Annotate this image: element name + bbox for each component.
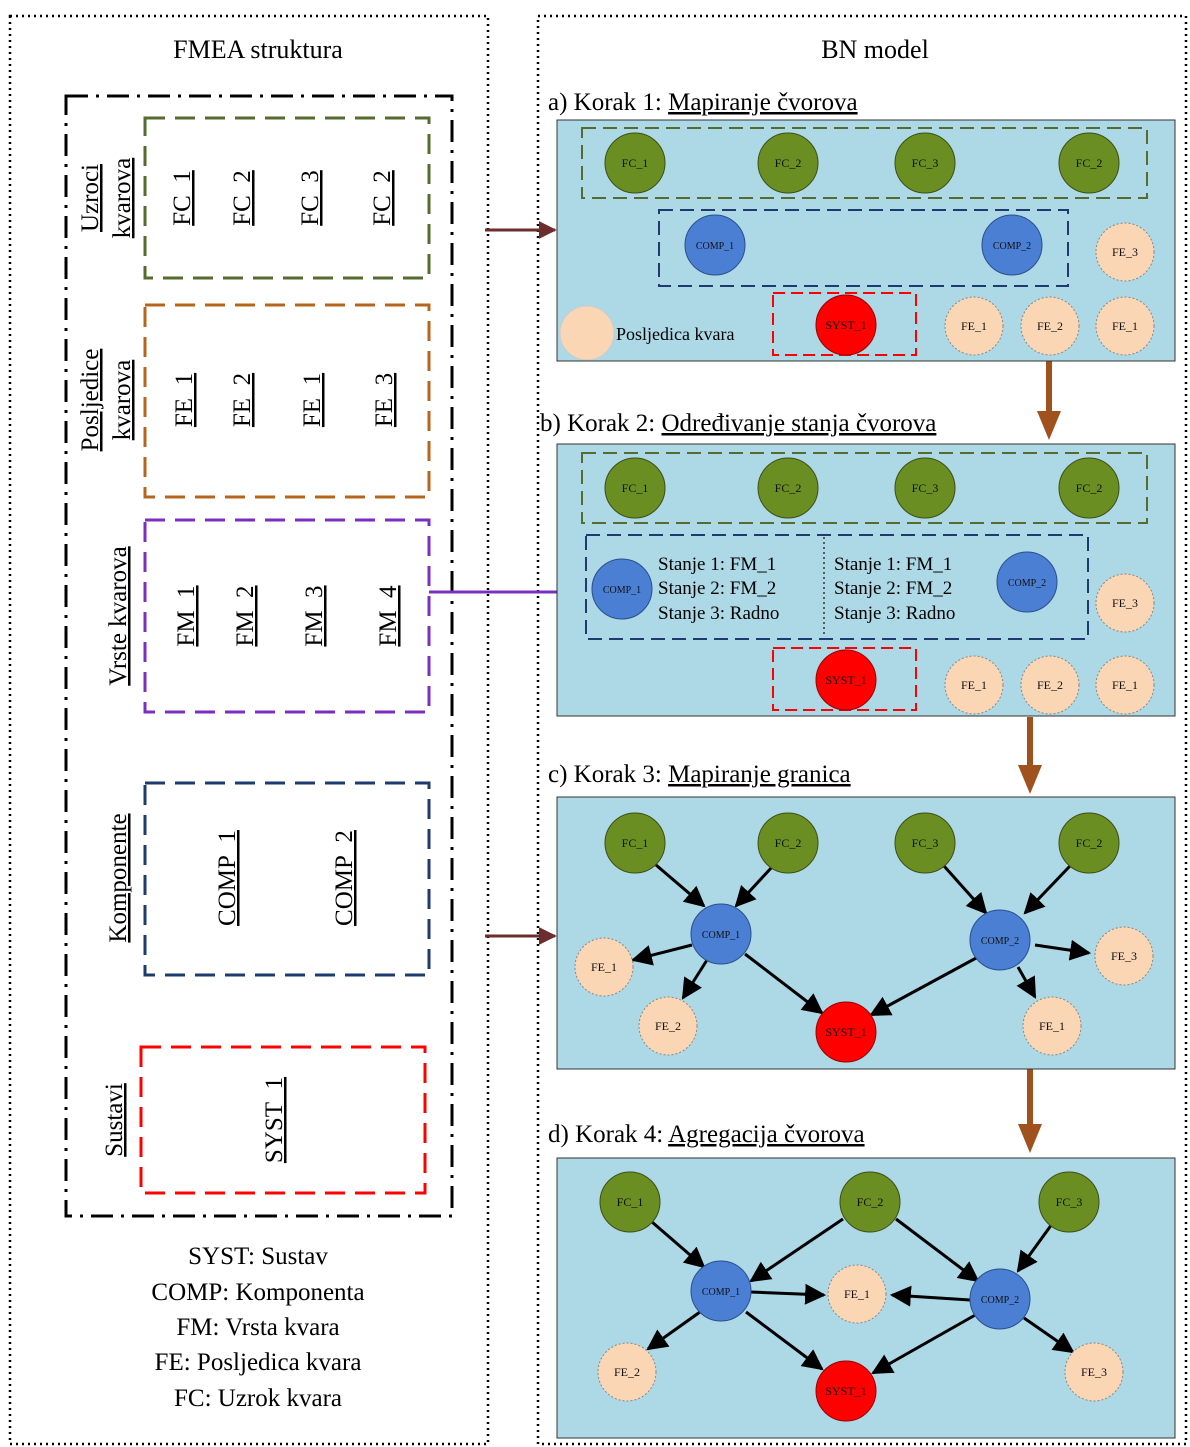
comp-1-state: Stanje 2: FM_2 bbox=[658, 578, 776, 599]
fe-3-label: FE_3 bbox=[1112, 596, 1138, 610]
effects-label-line2: kvarova bbox=[109, 360, 136, 441]
fc-3-label: FC_3 bbox=[912, 836, 939, 850]
fmea-component-item: COMP_2 bbox=[331, 830, 358, 926]
components-label: Komponente bbox=[105, 813, 132, 942]
effect-legend-label: Posljedica kvara bbox=[616, 324, 734, 344]
step-a-title: a) Korak 1: Mapiranje čvorova bbox=[548, 89, 858, 116]
fmea-cause-item: FC_1 bbox=[169, 170, 196, 226]
fc-1-label: FC_1 bbox=[622, 156, 649, 170]
left-panel-title: FMEA struktura bbox=[173, 35, 343, 64]
fe-1-label: FE_1 bbox=[961, 319, 987, 333]
comp-1-state: Stanje 1: FM_1 bbox=[658, 554, 776, 575]
fc-2-label: FC_2 bbox=[775, 481, 802, 495]
step-d-title: d) Korak 4: Agregacija čvorova bbox=[548, 1121, 865, 1148]
fmea-cause-item: FC_2 bbox=[229, 170, 256, 226]
syst-1-label: SYST_1 bbox=[825, 1025, 866, 1039]
fe-2-label: FE_2 bbox=[1037, 319, 1063, 333]
comp-2-state: Stanje 1: FM_1 bbox=[834, 554, 952, 575]
effects-label-line1: Posljedice bbox=[77, 349, 104, 452]
fe-1-label: FE_1 bbox=[1039, 1019, 1065, 1033]
effect-legend-swatch bbox=[560, 306, 614, 360]
fe-2-label: FE_2 bbox=[614, 1365, 640, 1379]
causes-label-line2: kvarova bbox=[109, 158, 136, 239]
fe-1-label: FE_1 bbox=[1112, 319, 1138, 333]
fmea-mode-item: FM_4 bbox=[375, 585, 402, 647]
comp-2-state: Stanje 3: Radno bbox=[834, 603, 955, 624]
fe-2-label: FE_2 bbox=[1037, 678, 1063, 692]
legend-line: FM: Vrsta kvara bbox=[176, 1314, 339, 1341]
fmea-effect-item: FE_3 bbox=[371, 373, 398, 427]
fc-2-label: FC_2 bbox=[1076, 836, 1103, 850]
fmea-effect-item: FE_1 bbox=[299, 373, 326, 427]
step-arrow-c-d bbox=[1018, 1067, 1042, 1153]
fe-2-label: FE_2 bbox=[655, 1019, 681, 1033]
comp-2-label: COMP_2 bbox=[981, 1295, 1019, 1306]
legend-line: COMP: Komponenta bbox=[151, 1279, 364, 1306]
fe-1-label: FE_1 bbox=[961, 678, 987, 692]
fc-2-label: FC_2 bbox=[857, 1195, 884, 1209]
fc-3-label: FC_3 bbox=[912, 156, 939, 170]
comp-1-label: COMP_1 bbox=[696, 241, 734, 252]
fc-2-label: FC_2 bbox=[1076, 481, 1103, 495]
fe-3-label: FE_3 bbox=[1081, 1365, 1107, 1379]
comp-1-label: COMP_1 bbox=[603, 585, 641, 596]
fmea-mode-item: FM_1 bbox=[173, 585, 200, 646]
syst-1-label: SYST_1 bbox=[825, 673, 866, 687]
fmea-effect-item: FE_1 bbox=[171, 373, 198, 427]
fmea-effect-item: FE_2 bbox=[229, 373, 256, 427]
legend-line: FE: Posljedica kvara bbox=[155, 1349, 362, 1376]
fc-2-label: FC_2 bbox=[1076, 156, 1103, 170]
syst-1-label: SYST_1 bbox=[825, 1384, 866, 1398]
fc-1-label: FC_1 bbox=[617, 1195, 644, 1209]
fe-3-label: FE_3 bbox=[1111, 949, 1137, 963]
comp-1-state: Stanje 3: Radno bbox=[658, 603, 779, 624]
fmea-component-item: COMP_1 bbox=[214, 830, 241, 926]
fc-3-label: FC_3 bbox=[912, 481, 939, 495]
fc-3-label: FC_3 bbox=[1056, 1195, 1083, 1209]
comp-2-label: COMP_2 bbox=[981, 936, 1019, 947]
comp-1-label: COMP_1 bbox=[702, 930, 740, 941]
fmea-mode-item: FM_3 bbox=[301, 585, 328, 646]
step-b-title: b) Korak 2: Određivanje stanja čvorova bbox=[540, 410, 936, 437]
fc-1-label: FC_1 bbox=[622, 481, 649, 495]
legend-line: SYST: Sustav bbox=[188, 1243, 328, 1270]
comp-2-label: COMP_2 bbox=[1008, 578, 1046, 589]
fe-1-label: FE_1 bbox=[844, 1287, 870, 1301]
modes-label: Vrste kvarova bbox=[105, 546, 132, 685]
step-arrow-a-b bbox=[1037, 360, 1061, 440]
fc-1-label: FC_1 bbox=[622, 836, 649, 850]
fc-2-label: FC_2 bbox=[775, 156, 802, 170]
fmea-mode-item: FM_2 bbox=[232, 585, 259, 646]
comp-1-label: COMP_1 bbox=[702, 1287, 740, 1298]
legend-line: FC: Uzrok kvara bbox=[174, 1385, 342, 1412]
right-panel-title: BN model bbox=[821, 35, 929, 64]
fmea-system-item: SYST_1 bbox=[261, 1077, 288, 1163]
step-c-title: c) Korak 3: Mapiranje granica bbox=[548, 761, 851, 788]
fe-3-label: FE_3 bbox=[1112, 245, 1138, 259]
components-group-box bbox=[145, 783, 429, 975]
fmea-cause-item: FC_2 bbox=[369, 170, 396, 226]
step-arrow-b-c bbox=[1018, 717, 1042, 794]
comp-2-state: Stanje 2: FM_2 bbox=[834, 578, 952, 599]
fe-1-label: FE_1 bbox=[591, 960, 617, 974]
fe-1-label: FE_1 bbox=[1112, 678, 1138, 692]
systems-label: Sustavi bbox=[101, 1083, 128, 1157]
fc-2-label: FC_2 bbox=[775, 836, 802, 850]
fmea-cause-item: FC_3 bbox=[297, 170, 324, 226]
comp-2-label: COMP_2 bbox=[993, 241, 1031, 252]
causes-label-line1: Uzroci bbox=[77, 164, 104, 232]
syst-1-label: SYST_1 bbox=[825, 318, 866, 332]
